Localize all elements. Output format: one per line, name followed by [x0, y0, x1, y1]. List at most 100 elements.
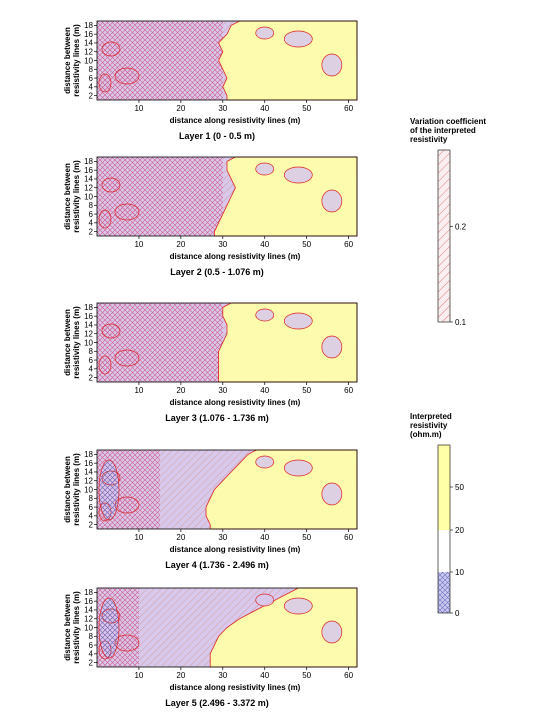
- x-tick-label: 40: [260, 671, 269, 680]
- x-tick-label: 40: [260, 533, 269, 542]
- resistivity-band: [438, 445, 450, 530]
- y-tick-label: 12: [84, 48, 93, 57]
- x-tick-label: 10: [134, 104, 143, 113]
- layer-caption: Layer 1 (0 - 0.5 m): [179, 131, 255, 141]
- y-tick-label: 10: [84, 623, 93, 632]
- resistivity-contour: [255, 593, 275, 607]
- legend-tick-label: 0: [455, 609, 460, 618]
- y-tick-label: 4: [89, 512, 94, 521]
- resistivity-contour: [114, 203, 140, 221]
- y-tick-label: 16: [84, 30, 93, 39]
- y-tick-label: 4: [89, 219, 94, 228]
- y-axis-label: distance betweenresistivity lines (m): [63, 453, 81, 526]
- y-tick-label: 12: [84, 477, 93, 486]
- resistivity-contour: [255, 455, 275, 469]
- resistivity-contour: [255, 162, 275, 176]
- y-tick-label: 4: [89, 83, 94, 92]
- y-tick-label: 16: [84, 597, 93, 606]
- legend-title: Interpreted: [410, 412, 452, 421]
- layer-caption: Layer 4 (1.736 - 2.496 m): [165, 560, 269, 570]
- x-tick-label: 60: [344, 671, 353, 680]
- legend-title: resistivity: [410, 421, 448, 430]
- x-tick-label: 50: [302, 386, 311, 395]
- x-tick-label: 30: [218, 671, 227, 680]
- y-tick-label: 10: [84, 485, 93, 494]
- y-tick-label: 8: [89, 494, 94, 503]
- x-tick-label: 20: [176, 533, 185, 542]
- legend-tick-label: 10: [455, 568, 464, 577]
- y-tick-label: 10: [84, 192, 93, 201]
- resistivity-contour: [283, 597, 313, 615]
- legend-tick-label: 50: [455, 483, 464, 492]
- y-tick-label: 4: [89, 650, 94, 659]
- resistivity-contour: [321, 189, 343, 213]
- x-tick-label: 50: [302, 671, 311, 680]
- resistivity-band: [438, 530, 450, 572]
- y-tick-label: 10: [84, 56, 93, 65]
- variation-scale-hatch: [437, 149, 451, 323]
- x-tick-label: 40: [260, 104, 269, 113]
- y-tick-label: 16: [84, 459, 93, 468]
- y-tick-label: 6: [89, 641, 94, 650]
- x-axis-label: distance along resistivity lines (m): [170, 252, 301, 261]
- y-tick-label: 14: [84, 321, 93, 330]
- legend-title: (ohm.m): [410, 430, 442, 439]
- resistivity-contour: [98, 355, 112, 375]
- y-tick-label: 12: [84, 184, 93, 193]
- y-tick-label: 18: [84, 450, 93, 459]
- layer-caption: Layer 5 (2.496 - 3.372 m): [165, 698, 269, 708]
- y-tick-label: 8: [89, 347, 94, 356]
- y-tick-label: 12: [84, 330, 93, 339]
- resistivity-contour: [98, 209, 112, 229]
- resistivity-contour: [321, 53, 343, 77]
- x-tick-label: 60: [344, 386, 353, 395]
- x-tick-label: 60: [344, 240, 353, 249]
- y-axis-label: distance betweenresistivity lines (m): [63, 24, 81, 97]
- y-tick-label: 6: [89, 74, 94, 83]
- y-tick-label: 10: [84, 338, 93, 347]
- y-tick-label: 14: [84, 39, 93, 48]
- legend-tick-label: 0.2: [455, 222, 467, 231]
- resistivity-contour: [283, 30, 313, 48]
- y-tick-label: 14: [84, 606, 93, 615]
- y-tick-label: 6: [89, 210, 94, 219]
- resistivity-contour: [283, 166, 313, 184]
- resistivity-contour: [101, 323, 121, 339]
- y-tick-label: 14: [84, 468, 93, 477]
- x-axis-label: distance along resistivity lines (m): [170, 116, 301, 125]
- resistivity-contour: [321, 335, 343, 359]
- y-tick-label: 18: [84, 303, 93, 312]
- resistivity-band-hatch: [438, 572, 450, 613]
- x-axis-label: distance along resistivity lines (m): [170, 545, 301, 554]
- resistivity-contour: [114, 349, 140, 367]
- x-tick-label: 30: [218, 104, 227, 113]
- x-axis-label: distance along resistivity lines (m): [170, 398, 301, 407]
- x-tick-label: 50: [302, 240, 311, 249]
- legend-tick-label: 20: [455, 526, 464, 535]
- high-variation-crosshatch: [97, 21, 223, 100]
- y-tick-label: 16: [84, 166, 93, 175]
- y-axis-label: distance betweenresistivity lines (m): [63, 160, 81, 233]
- x-axis-label: distance along resistivity lines (m): [170, 683, 301, 692]
- y-tick-label: 14: [84, 175, 93, 184]
- very-low-resistivity-zone: [98, 459, 120, 521]
- y-tick-label: 16: [84, 312, 93, 321]
- legend-title: resistivity: [410, 135, 448, 144]
- x-tick-label: 50: [302, 533, 311, 542]
- high-variation-crosshatch: [97, 303, 223, 382]
- x-tick-label: 20: [176, 671, 185, 680]
- x-tick-label: 50: [302, 104, 311, 113]
- high-variation-crosshatch: [97, 157, 223, 236]
- legend-tick-label: 0.1: [455, 318, 467, 327]
- resistivity-contour: [321, 620, 343, 644]
- x-tick-label: 30: [218, 533, 227, 542]
- y-tick-label: 8: [89, 65, 94, 74]
- y-tick-label: 2: [89, 373, 94, 382]
- y-tick-label: 6: [89, 356, 94, 365]
- resistivity-contour: [101, 177, 121, 193]
